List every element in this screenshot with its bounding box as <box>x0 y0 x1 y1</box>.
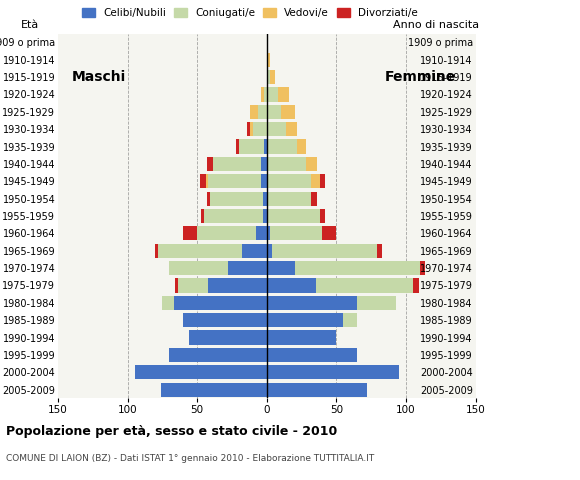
Bar <box>267 70 270 84</box>
Bar <box>264 139 267 154</box>
Bar <box>169 348 267 362</box>
Bar <box>306 157 317 171</box>
Bar <box>169 261 228 275</box>
Bar <box>320 174 325 188</box>
Bar <box>267 157 306 171</box>
Text: COMUNE DI LAION (BZ) - Dati ISTAT 1° gennaio 2010 - Elaborazione TUTTITALIA.IT: COMUNE DI LAION (BZ) - Dati ISTAT 1° gen… <box>6 454 374 463</box>
Bar <box>177 278 208 293</box>
Bar <box>207 192 210 206</box>
Bar <box>264 87 267 102</box>
Bar <box>155 244 158 258</box>
Bar <box>298 139 306 154</box>
Bar <box>208 174 261 188</box>
Bar <box>242 244 267 258</box>
Text: Età: Età <box>20 20 39 30</box>
Bar <box>316 278 413 293</box>
Bar <box>158 244 242 258</box>
Bar <box>267 278 316 293</box>
Bar <box>267 209 320 223</box>
Bar <box>357 296 396 310</box>
Bar <box>267 226 270 240</box>
Bar <box>256 226 267 240</box>
Bar <box>135 365 267 380</box>
Bar <box>267 261 295 275</box>
Bar <box>267 330 336 345</box>
Bar <box>212 157 261 171</box>
Bar <box>267 139 298 154</box>
Bar <box>200 174 205 188</box>
Text: Femmine: Femmine <box>385 70 456 84</box>
Bar <box>175 278 177 293</box>
Bar <box>201 209 204 223</box>
Bar <box>267 244 273 258</box>
Bar <box>183 313 267 327</box>
Bar <box>267 296 357 310</box>
Bar <box>270 226 322 240</box>
Bar <box>208 278 267 293</box>
Bar <box>377 244 382 258</box>
Bar <box>261 157 267 171</box>
Bar <box>261 174 267 188</box>
Bar <box>197 226 256 240</box>
Bar <box>210 192 263 206</box>
Bar <box>259 105 267 119</box>
Bar <box>207 157 212 171</box>
Bar <box>267 52 270 67</box>
Bar <box>267 365 399 380</box>
Bar <box>239 139 264 154</box>
Bar <box>247 122 250 136</box>
Bar <box>162 296 173 310</box>
Bar <box>267 174 311 188</box>
Text: Maschi: Maschi <box>72 70 126 84</box>
Bar <box>183 226 197 240</box>
Bar <box>295 261 420 275</box>
Bar <box>261 87 264 102</box>
Bar <box>267 192 311 206</box>
Bar <box>267 313 343 327</box>
Bar <box>267 383 367 397</box>
Bar <box>263 192 267 206</box>
Bar <box>267 348 357 362</box>
Bar <box>250 105 259 119</box>
Bar <box>267 87 278 102</box>
Bar <box>263 209 267 223</box>
Bar <box>278 87 289 102</box>
Bar <box>173 296 267 310</box>
Bar <box>273 244 377 258</box>
Bar <box>161 383 267 397</box>
Bar <box>343 313 357 327</box>
Bar <box>205 174 208 188</box>
Bar <box>311 192 317 206</box>
Bar <box>228 261 267 275</box>
Bar <box>413 278 419 293</box>
Bar <box>204 209 263 223</box>
Bar <box>281 105 295 119</box>
Text: Anno di nascita: Anno di nascita <box>393 20 478 30</box>
Bar <box>322 226 336 240</box>
Bar <box>287 122 298 136</box>
Text: Popolazione per età, sesso e stato civile - 2010: Popolazione per età, sesso e stato civil… <box>6 425 337 438</box>
Bar <box>189 330 267 345</box>
Bar <box>267 122 287 136</box>
Bar <box>270 70 275 84</box>
Bar <box>311 174 320 188</box>
Bar <box>253 122 267 136</box>
Bar <box>320 209 325 223</box>
Bar <box>267 105 281 119</box>
Bar <box>236 139 239 154</box>
Bar <box>250 122 253 136</box>
Legend: Celibi/Nubili, Coniugati/e, Vedovi/e, Divorziati/e: Celibi/Nubili, Coniugati/e, Vedovi/e, Di… <box>82 8 418 18</box>
Bar <box>420 261 426 275</box>
